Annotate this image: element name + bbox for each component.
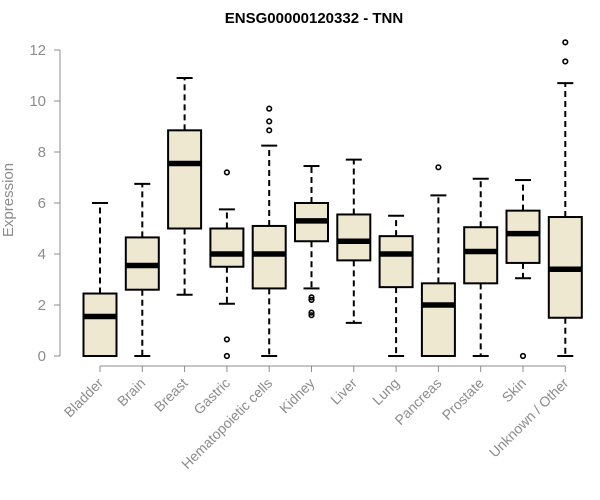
outlier-point [266,105,273,112]
box-iqr [378,235,414,289]
box-hematopoietic-cells [251,105,287,357]
outlier-point [223,352,230,360]
box-iqr [82,292,118,357]
outlier-point [562,39,569,46]
outlier-point [519,352,527,360]
box-gastric [209,169,245,360]
box-brain [124,182,160,357]
x-tick-label: Unknown / Other [486,375,572,461]
chart-title: ENSG00000120332 - TNN [225,10,403,27]
outlier-point [223,169,230,176]
box-iqr [420,282,456,358]
outlier-point [308,294,315,301]
x-tick-label: Pancreas [391,375,444,428]
box-lung [378,214,414,357]
outlier-point [435,164,442,171]
box-iqr [209,227,245,268]
box-bladder [82,202,118,357]
x-tick-label: Bladder [61,375,107,421]
x-tick-label: Skin [499,375,530,406]
y-tick-label: 12 [29,42,46,59]
outlier-point [308,296,315,304]
outlier-point [266,118,273,125]
y-tick-label: 8 [38,144,46,161]
y-axis-label: Expression [0,163,17,237]
y-tick-label: 10 [29,93,46,110]
box-iqr [167,129,203,230]
x-tick-label: Kidney [276,375,318,417]
box-iqr [336,213,372,262]
x-tick-label: Prostate [439,375,487,423]
outlier-point [223,336,230,343]
y-tick-label: 4 [38,246,46,263]
x-tick-label: Breast [151,375,191,415]
box-skin [505,179,541,360]
x-tick-label: Liver [327,375,360,408]
y-tick-label: 0 [38,348,46,365]
boxes-group [82,39,583,360]
outlier-point [308,312,315,319]
box-pancreas [420,164,456,358]
box-iqr [251,224,287,290]
x-tick-label: Lung [369,375,402,408]
y-tick-label: 2 [38,297,46,314]
outlier-point [562,58,569,65]
box-iqr [463,226,499,285]
box-liver [336,158,372,324]
x-tick-label: Brain [114,375,148,409]
outlier-point [266,127,273,134]
outlier-point [308,309,315,316]
box-unknown-other [547,39,583,357]
y-tick-label: 6 [38,195,46,212]
box-breast [167,77,203,296]
box-prostate [463,177,499,357]
box-iqr [505,209,541,264]
box-kidney [294,165,329,319]
y-axis: 0 2 4 6 8 10 12 [29,42,61,365]
